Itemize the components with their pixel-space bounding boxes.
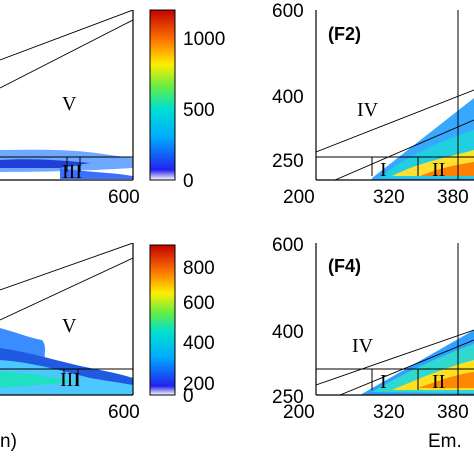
panel-f1: V III 600 0 500 1000 <box>0 9 225 208</box>
f1-diagonal-line-1 <box>0 10 133 61</box>
f2-x-tick-200: 200 <box>283 187 315 208</box>
f3-colorbar-tick-3: 600 <box>183 293 215 314</box>
f4-x-tick-200: 200 <box>283 402 315 423</box>
f2-region-label-ii: II <box>432 159 445 181</box>
f4-diagonal-line-1 <box>316 329 474 386</box>
f2-diagonal-line-2 <box>334 119 474 180</box>
f4-region-label-i: I <box>380 371 387 393</box>
f1-colorbar <box>149 9 176 181</box>
f3-contour-core <box>0 372 75 388</box>
f4-region-label-ii: II <box>432 371 445 393</box>
f1-colorbar-tick-2: 1000 <box>183 29 225 50</box>
f4-y-tick-600: 600 <box>272 235 304 256</box>
panel-f3: V III 600 n) 0 200 400 600 800 <box>0 243 215 452</box>
f1-plot-area <box>0 10 133 179</box>
f2-x-tick-320: 320 <box>373 187 405 208</box>
f4-xlabel-fragment: Em. <box>428 431 462 452</box>
f2-x-tick-380: 380 <box>437 187 469 208</box>
f1-x-tick-label: 600 <box>108 187 140 208</box>
f4-x-tick-380: 380 <box>437 402 469 423</box>
f2-panel-label: (F2) <box>328 24 361 44</box>
f2-contour-core <box>420 162 474 176</box>
f3-region-label-v: V <box>62 315 77 337</box>
f2-y-tick-400: 400 <box>272 87 304 108</box>
f4-contour-core <box>418 372 474 388</box>
f4-panel-label: (F4) <box>328 256 361 276</box>
f1-colorbar-tick-0: 0 <box>183 171 194 192</box>
f3-plot-area <box>0 243 133 395</box>
f4-diagonal-line-2 <box>339 339 474 395</box>
f3-diagonal-line-2 <box>0 257 133 321</box>
f3-diagonal-line-1 <box>0 243 133 291</box>
f3-colorbar-tick-0: 0 <box>183 386 194 407</box>
f1-region-label-v: V <box>62 93 77 115</box>
f2-y-tick-250: 250 <box>272 151 304 172</box>
f2-diagonal-line-1 <box>316 89 474 153</box>
f3-colorbar <box>149 244 176 396</box>
f2-region-label-i: I <box>380 159 387 181</box>
f3-colorbar-tick-1: 200 <box>183 374 215 395</box>
f2-y-tick-600: 600 <box>272 1 304 22</box>
f2-region-label-iv: IV <box>357 99 379 121</box>
f1-region-label-iii: III <box>62 161 82 183</box>
panel-f2: (F2) IV I II 600 400 250 200 320 380 <box>272 1 474 208</box>
f1-colorbar-tick-1: 500 <box>183 100 215 121</box>
f2-plot-area <box>316 10 474 180</box>
f3-region-label-iii: III <box>60 369 80 391</box>
f4-y-tick-250: 250 <box>272 387 304 408</box>
f3-x-tick-label: 600 <box>108 402 140 423</box>
f4-region-label-iv: IV <box>352 335 374 357</box>
f1-contour-tail <box>60 168 133 179</box>
f3-colorbar-tick-2: 400 <box>183 333 215 354</box>
f4-x-tick-320: 320 <box>373 402 405 423</box>
f4-plot-area <box>316 243 474 395</box>
f4-y-tick-400: 400 <box>272 322 304 343</box>
panel-f4: (F4) IV I II 600 400 250 200 320 380 Em. <box>272 235 474 452</box>
f3-colorbar-tick-4: 800 <box>183 258 215 279</box>
f1-diagonal-line-2 <box>0 19 133 89</box>
f3-xlabel-fragment: n) <box>0 431 17 452</box>
